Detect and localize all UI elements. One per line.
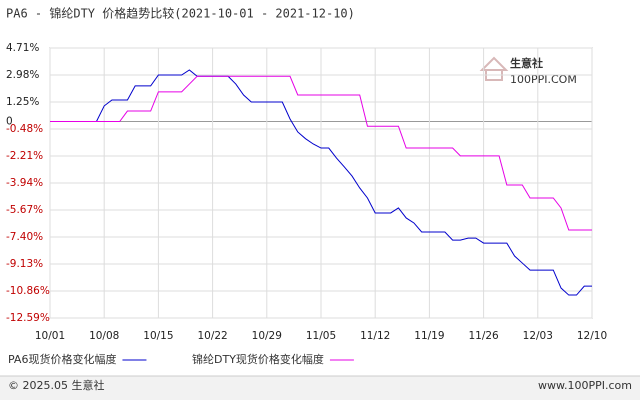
y-tick-label: 2.98% [6, 69, 39, 81]
series-line [50, 69, 592, 296]
x-tick-label: 12/10 [577, 330, 607, 342]
x-tick-label: 11/05 [306, 330, 336, 342]
y-tick-label: 1.25% [6, 96, 39, 108]
footer-bar [0, 376, 640, 400]
legend-label: PA6现货价格变化幅度 [8, 352, 116, 366]
footer-copyright: © 2025.05 生意社 [8, 378, 104, 392]
x-tick-label: 10/01 [35, 330, 65, 342]
y-tick-label: -2.21% [6, 150, 43, 162]
series-line [50, 75, 592, 231]
y-tick-label: -12.59% [6, 312, 50, 324]
y-tick-label: 4.71% [6, 42, 39, 54]
chart-title: PA6 - 锦纶DTY 价格趋势比较(2021-10-01 - 2021-12-… [6, 6, 355, 21]
footer-site: www.100PPI.com [538, 379, 632, 392]
y-tick-label: -0.48% [6, 123, 43, 135]
y-tick-label: -5.67% [6, 204, 43, 216]
legend-label: 锦纶DTY现货价格变化幅度 [192, 352, 324, 366]
x-tick-label: 10/29 [252, 330, 282, 342]
y-tick-label: -9.13% [6, 258, 43, 270]
y-tick-label: -7.40% [6, 231, 43, 243]
watermark-sub: 100PPI.COM [510, 73, 577, 86]
x-tick-label: 10/15 [143, 330, 173, 342]
x-tick-label: 11/12 [360, 330, 390, 342]
watermark: 生意社 [510, 56, 543, 70]
y-tick-label: -10.86% [6, 285, 50, 297]
x-tick-label: 12/03 [523, 330, 553, 342]
y-tick-label: -3.94% [6, 177, 43, 189]
x-tick-label: 10/08 [89, 330, 119, 342]
x-tick-label: 10/22 [197, 330, 227, 342]
x-tick-label: 11/19 [414, 330, 444, 342]
x-tick-label: 11/26 [468, 330, 499, 342]
y-tick-label: 0 [6, 116, 13, 128]
